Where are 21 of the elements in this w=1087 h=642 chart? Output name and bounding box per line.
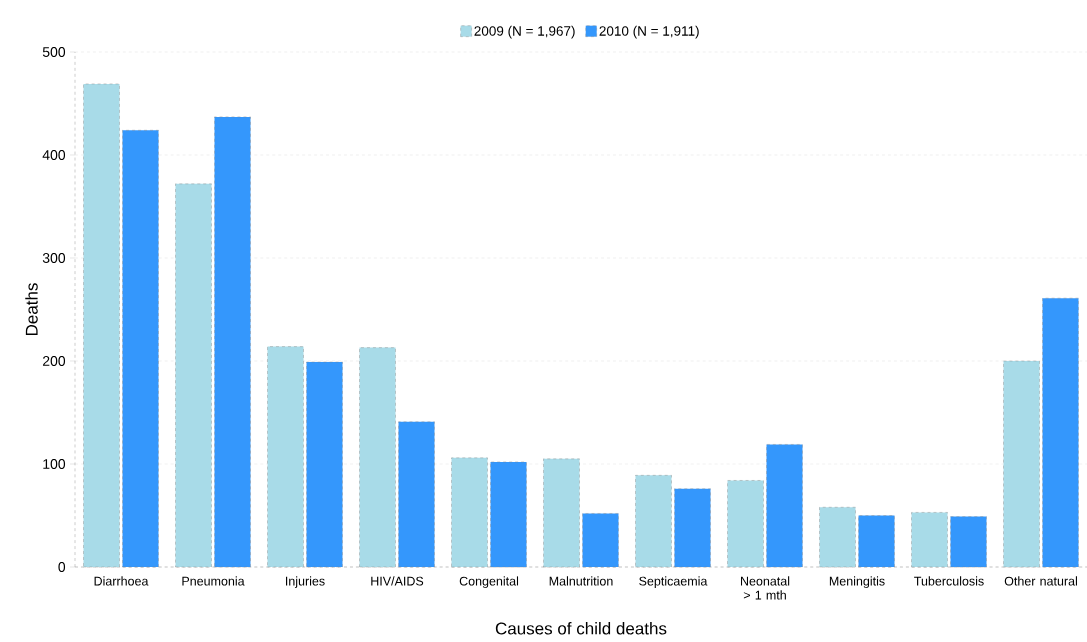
x-tick-label: Neonatal > 1 mth <box>741 576 790 600</box>
y-tick-label: 500 <box>42 47 66 57</box>
x-tick-label: Septicaemia <box>639 576 708 589</box>
legend-label: 2009 (N = 1,967) <box>474 25 575 39</box>
legend-label: 2010 (N = 1,911) <box>599 25 699 39</box>
x-tick-label: Other natural <box>1004 576 1077 586</box>
y-tick-label: 0 <box>58 562 66 572</box>
y-tick-label: 100 <box>43 459 66 469</box>
x-tick-label: Diarrhoea <box>94 576 149 586</box>
x-axis-title: Causes of child deaths <box>495 622 667 635</box>
y-tick-label: 400 <box>42 150 66 160</box>
x-tick-label: Malnutrition <box>549 576 613 586</box>
x-tick-label: Tuberculosis <box>914 576 984 586</box>
x-tick-label: Meningitis <box>829 576 885 589</box>
x-tick-label: HIV/AIDS <box>371 576 424 586</box>
y-tick-label: 300 <box>42 253 66 263</box>
x-tick-label: Pneumonia <box>182 576 245 586</box>
y-tick-label: 200 <box>42 356 66 366</box>
x-tick-label: Injuries <box>286 576 325 589</box>
x-tick-label: Congenital <box>459 576 519 589</box>
y-axis-title: Deaths <box>25 283 38 336</box>
